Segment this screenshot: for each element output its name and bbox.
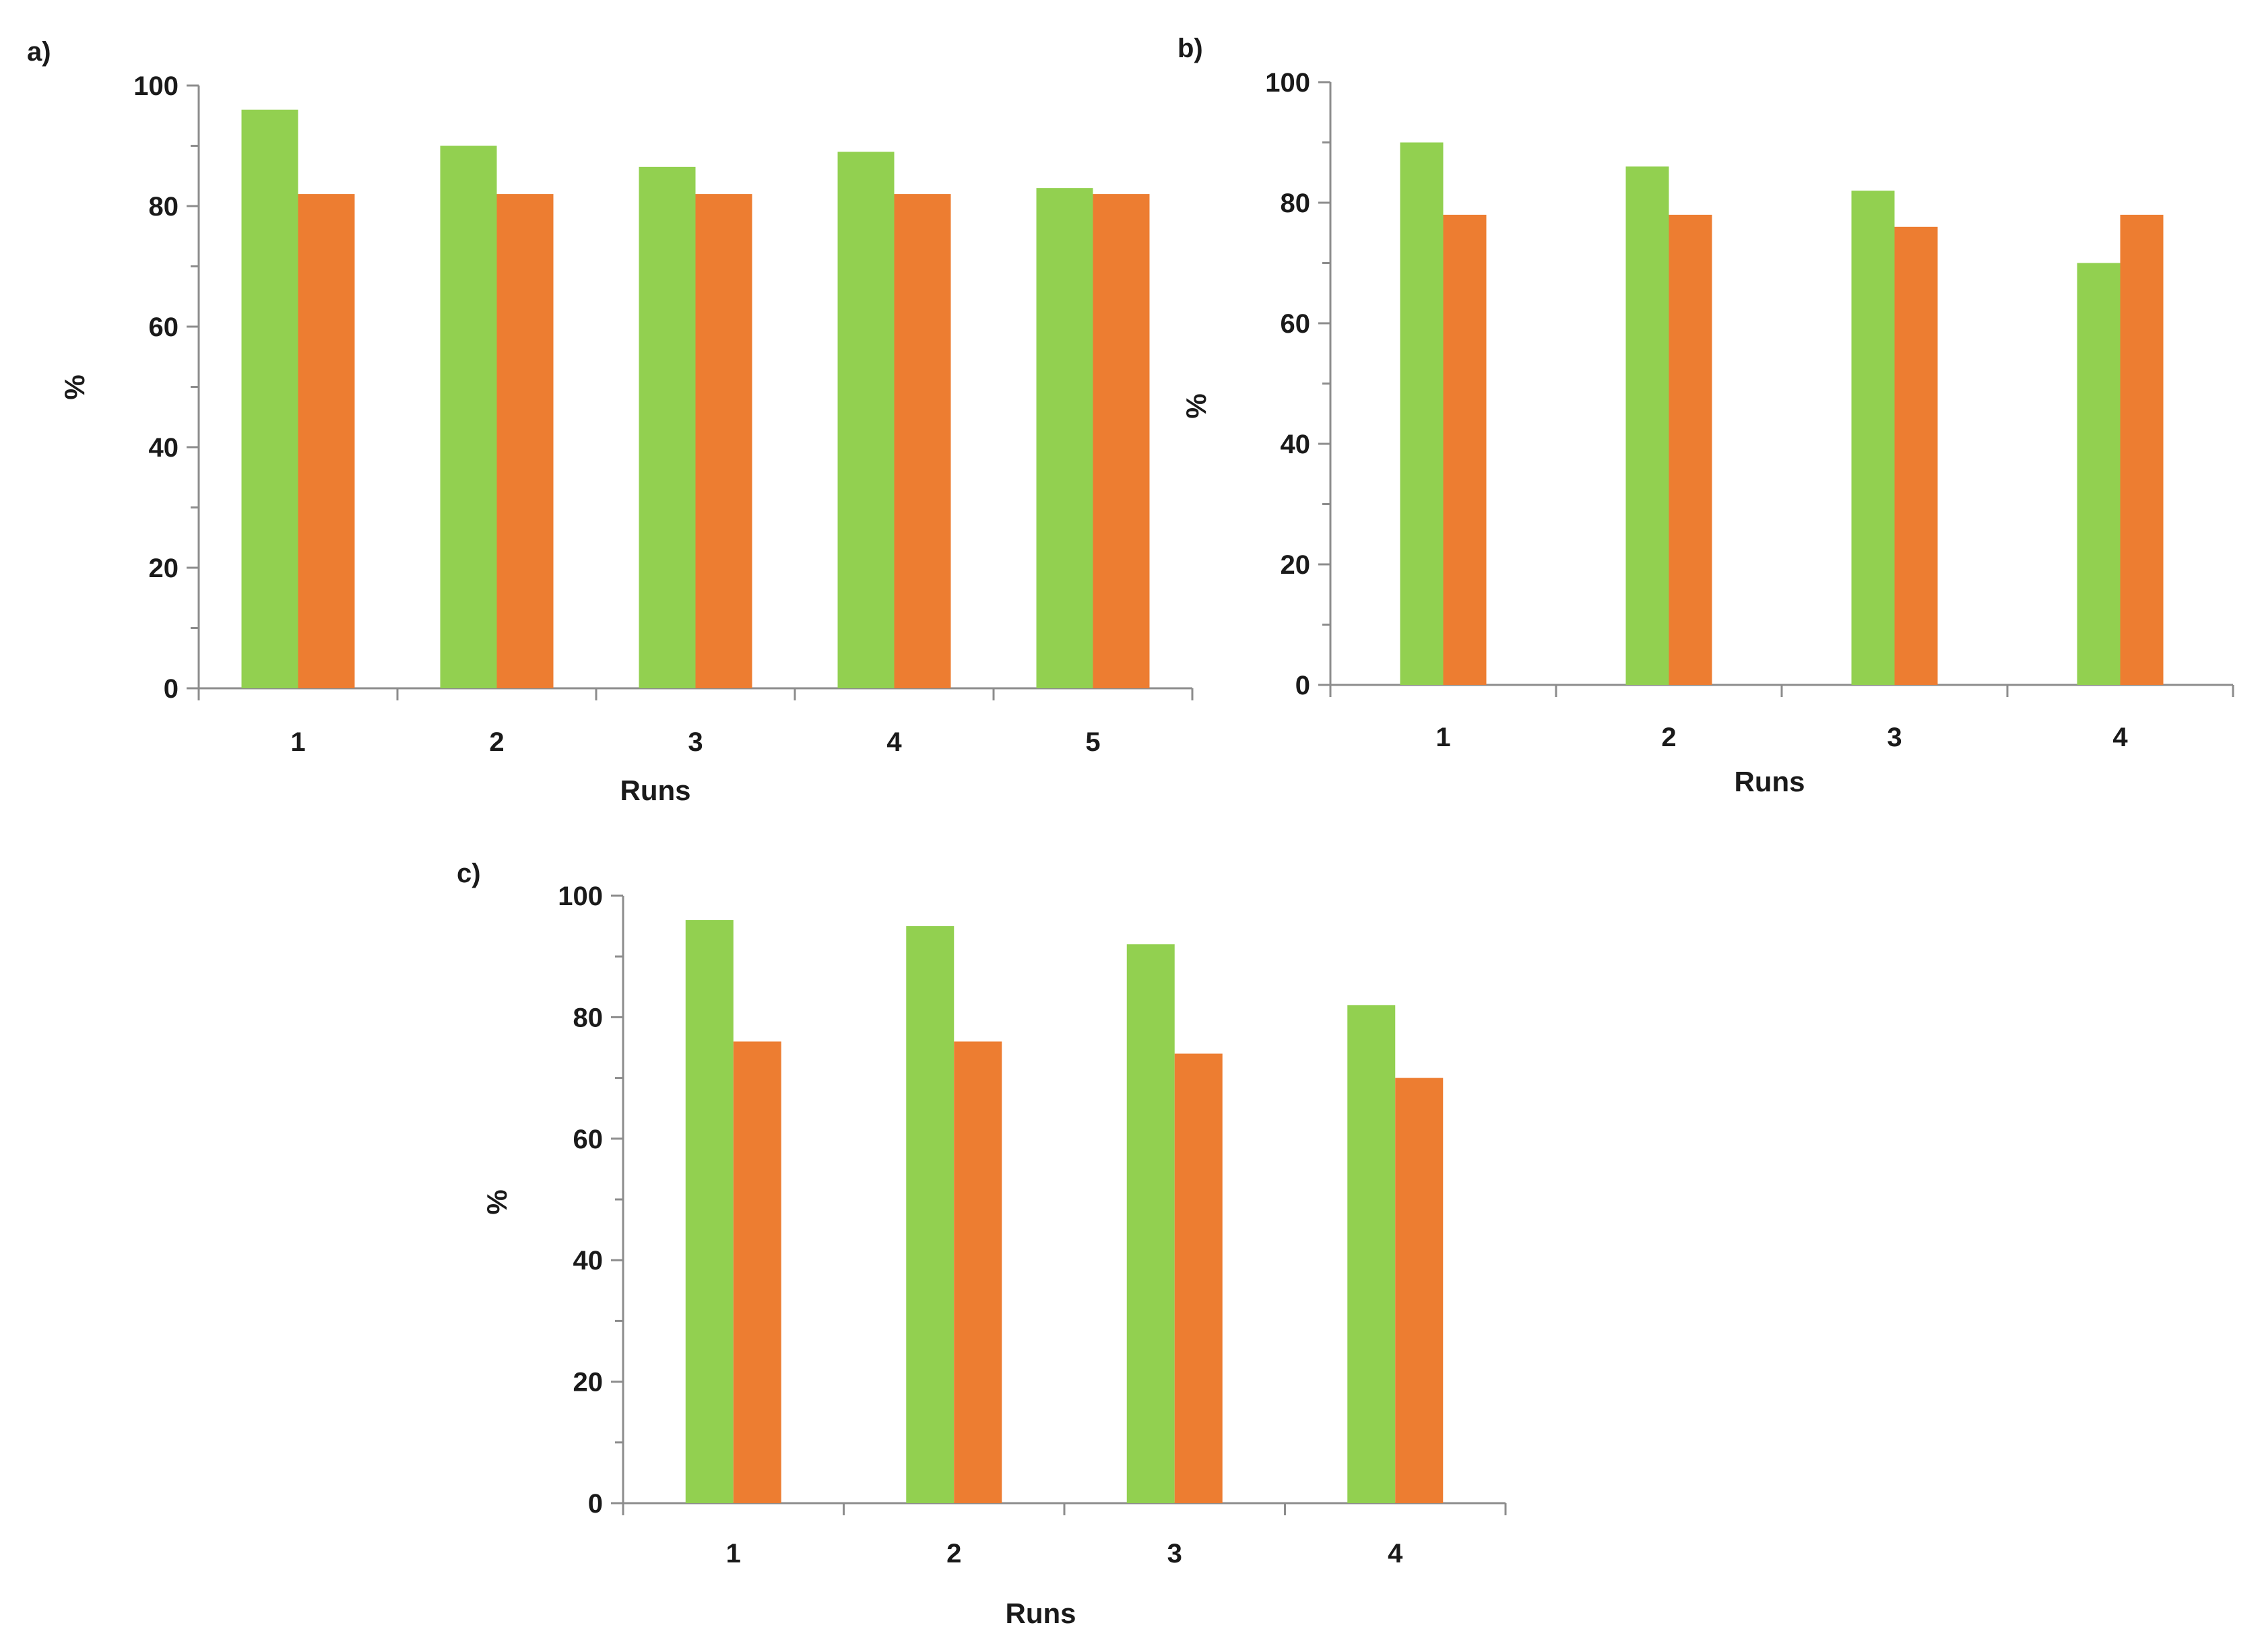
panel-a: a) % Runs 0 20 40 60 80 100 1 2 3 4 5: [27, 37, 1194, 806]
y-tick-label: 40: [1281, 430, 1311, 459]
y-tick-label: 60: [573, 1125, 604, 1154]
y-tick-label: 100: [558, 882, 603, 911]
bar-series-2-run-3: [1894, 226, 1938, 685]
bar-series-1-run-4: [2077, 263, 2121, 685]
x-tick-label: 4: [1388, 1539, 1403, 1568]
bar-series-1-run-2: [440, 145, 497, 688]
y-axis-title: %: [59, 374, 90, 399]
x-tick-label: 2: [1661, 723, 1676, 752]
x-tick-label: 1: [290, 727, 305, 757]
bar-series-1-run-1: [685, 920, 734, 1503]
x-tick-label: 5: [1085, 727, 1100, 757]
x-tick-label: 3: [1167, 1539, 1182, 1568]
y-tick-label: 20: [149, 554, 179, 583]
bar-series-1-run-3: [1851, 191, 1895, 686]
bar-series-1-run-4: [837, 152, 895, 688]
bar-series-2-run-3: [695, 194, 752, 689]
y-tick-label: 80: [149, 192, 179, 222]
bar-series-2-run-1: [298, 194, 355, 689]
y-axis-title: %: [1180, 393, 1212, 418]
panel-b: b) % Runs 0 20 40 60 80 100 1 2 3 4: [1177, 34, 2234, 797]
y-tick-label: 60: [149, 312, 179, 342]
y-tick-label: 100: [133, 71, 179, 101]
bar-series-1-run-5: [1036, 188, 1093, 688]
x-tick-label: 1: [726, 1539, 741, 1568]
bar-series-2-run-4: [2120, 214, 2164, 685]
x-axis-title: Runs: [620, 774, 691, 806]
bar-series-2-run-3: [1174, 1053, 1223, 1503]
bar-series-2-run-5: [1093, 194, 1150, 689]
x-tick-label: 2: [489, 727, 504, 757]
bar-series-1-run-1: [1400, 142, 1444, 685]
bar-series-1-run-3: [639, 166, 696, 688]
bar-series-2-run-2: [954, 1041, 1002, 1503]
bar-series-2-run-2: [1669, 214, 1712, 685]
y-tick-label: 0: [1295, 671, 1310, 700]
bar-series-1-run-1: [241, 109, 298, 689]
x-tick-label: 4: [2112, 723, 2128, 752]
bar-series-2-run-1: [733, 1041, 781, 1503]
y-tick-label: 0: [588, 1489, 603, 1519]
y-tick-label: 20: [573, 1368, 604, 1397]
bar-series-1-run-3: [1126, 944, 1175, 1503]
bar-series-2-run-4: [894, 194, 951, 689]
panel-label: a): [27, 37, 51, 67]
bar-series-2-run-1: [1443, 214, 1487, 685]
y-tick-label: 60: [1281, 309, 1311, 339]
x-tick-label: 3: [688, 727, 703, 757]
y-tick-label: 0: [164, 674, 179, 704]
y-tick-label: 100: [1265, 68, 1310, 98]
y-tick-label: 80: [1281, 189, 1311, 218]
x-tick-label: 1: [1435, 723, 1450, 752]
x-tick-label: 4: [886, 727, 902, 757]
panel-label: b): [1177, 34, 1203, 63]
bar-series-1-run-2: [1625, 166, 1669, 686]
panel-c: c) % Runs 0 20 40 60 80 100 1 2 3 4: [457, 859, 1507, 1629]
bar-series-1-run-4: [1347, 1005, 1396, 1503]
y-axis-title: %: [481, 1189, 513, 1214]
y-tick-label: 20: [1281, 550, 1311, 580]
bar-series-2-run-2: [496, 194, 554, 689]
x-axis-title: Runs: [1006, 1597, 1076, 1629]
y-tick-label: 40: [149, 433, 179, 463]
y-tick-label: 80: [573, 1003, 604, 1032]
x-tick-label: 2: [946, 1539, 961, 1568]
panel-label: c): [457, 859, 481, 888]
y-tick-label: 40: [573, 1246, 604, 1276]
bar-series-2-run-4: [1395, 1078, 1444, 1503]
x-tick-label: 3: [1887, 723, 1902, 752]
bar-series-1-run-2: [906, 926, 955, 1503]
x-axis-title: Runs: [1735, 766, 1805, 797]
